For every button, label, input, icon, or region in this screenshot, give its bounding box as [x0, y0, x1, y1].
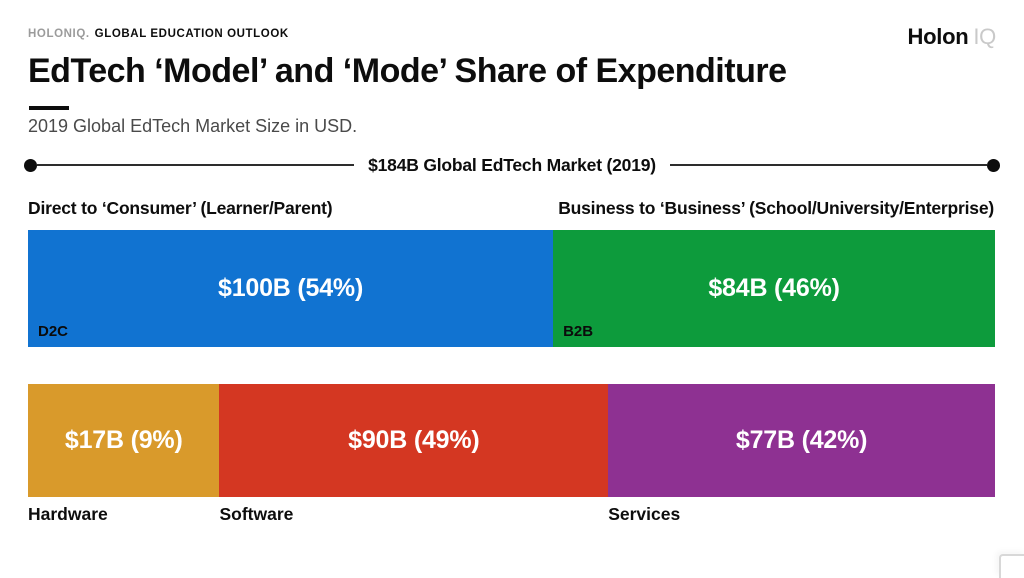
section-label-d2c: Direct to ‘Consumer’ (Learner/Parent) — [28, 198, 333, 218]
mode-label-hardware: Hardware — [28, 504, 108, 524]
market-total-line: $184B Global EdTech Market (2019) — [24, 153, 1000, 177]
page-curl-decoration — [999, 554, 1024, 578]
segment-value-d2c: $100B (54%) — [217, 274, 364, 302]
bar-segment-b2b: $84B (46%) B2B — [553, 230, 995, 347]
bar-segment-hardware: $17B (9%) — [28, 384, 220, 497]
logo-text-secondary: IQ — [973, 24, 996, 49]
holoniq-logo: Holon IQ — [907, 24, 997, 50]
bar-segment-software: $90B (49%) — [219, 384, 609, 497]
segment-tag-d2c: D2C — [38, 323, 69, 340]
segment-value-software: $90B (49%) — [348, 426, 480, 454]
line-endpoint-dot-right — [987, 158, 1000, 172]
segment-tag-b2b: B2B — [563, 323, 594, 340]
mode-share-bar: $17B (9%) $90B (49%) $77B (42%) — [28, 384, 995, 497]
title-underline — [29, 106, 69, 110]
line-rule-right — [669, 164, 987, 166]
line-rule-left — [37, 164, 355, 166]
section-labels-row: Direct to ‘Consumer’ (Learner/Parent) Bu… — [28, 198, 994, 219]
market-total-label: $184B Global EdTech Market (2019) — [368, 154, 656, 175]
segment-value-hardware: $17B (9%) — [64, 426, 183, 454]
brand-name: HOLONIQ. — [28, 28, 90, 40]
mode-label-software: Software — [219, 504, 294, 524]
model-share-bar: $100B (54%) D2C $84B (46%) B2B — [28, 230, 995, 347]
bar-segment-services: $77B (42%) — [608, 384, 995, 497]
report-name: GLOBAL EDUCATION OUTLOOK — [94, 28, 289, 40]
report-kicker: HOLONIQ. GLOBAL EDUCATION OUTLOOK — [28, 28, 289, 40]
line-endpoint-dot-left — [24, 158, 37, 172]
section-label-b2b: Business to ‘Business’ (School/Universit… — [558, 198, 994, 218]
logo-text-primary: Holon — [907, 24, 969, 49]
page-title: EdTech ‘Model’ and ‘Mode’ Share of Expen… — [28, 52, 787, 90]
segment-value-services: $77B (42%) — [735, 426, 868, 454]
segment-value-b2b: $84B (46%) — [708, 274, 840, 302]
bar-segment-d2c: $100B (54%) D2C — [28, 230, 554, 347]
page-subtitle: 2019 Global EdTech Market Size in USD. — [28, 116, 358, 136]
mode-category-labels: Hardware Software Services — [28, 504, 995, 528]
mode-label-services: Services — [608, 504, 681, 524]
